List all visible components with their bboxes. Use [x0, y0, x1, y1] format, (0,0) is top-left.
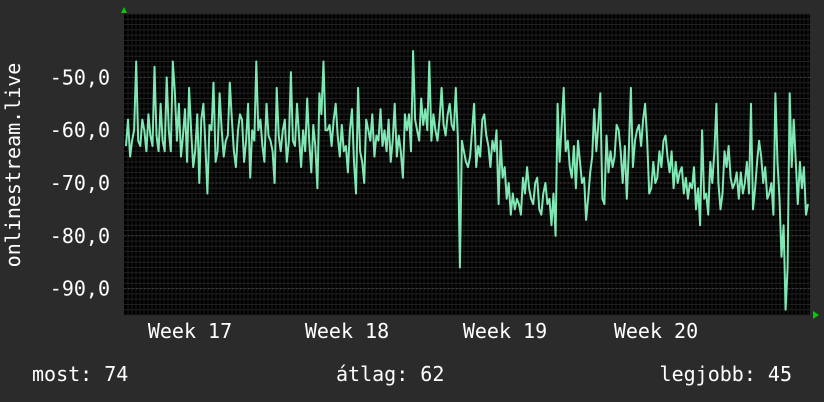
y-tick-label: -80,0	[50, 224, 110, 248]
stat-current: most: 74	[32, 362, 129, 386]
y-tick-label: -60,0	[50, 118, 110, 142]
y-tick-label: -50,0	[50, 65, 110, 89]
x-axis-arrow	[813, 311, 819, 319]
series-line	[125, 50, 809, 311]
y-tick-label: -90,0	[50, 277, 110, 301]
line-chart: -50,0 -60,0 -70,0 -80,0 -90,0 onlinestream.li…	[1, 7, 819, 343]
stat-best: legjobb: 45	[659, 362, 792, 386]
stat-average: átlag: 62	[336, 362, 445, 386]
y-axis-arrow	[121, 7, 127, 13]
x-tick-label: Week 18	[305, 319, 389, 343]
y-axis-label: onlinestream.live	[1, 63, 25, 268]
x-tick-label: Week 17	[148, 319, 232, 343]
x-tick-label: Week 20	[614, 319, 698, 343]
y-tick-label: -70,0	[50, 171, 110, 195]
x-tick-label: Week 19	[463, 319, 547, 343]
